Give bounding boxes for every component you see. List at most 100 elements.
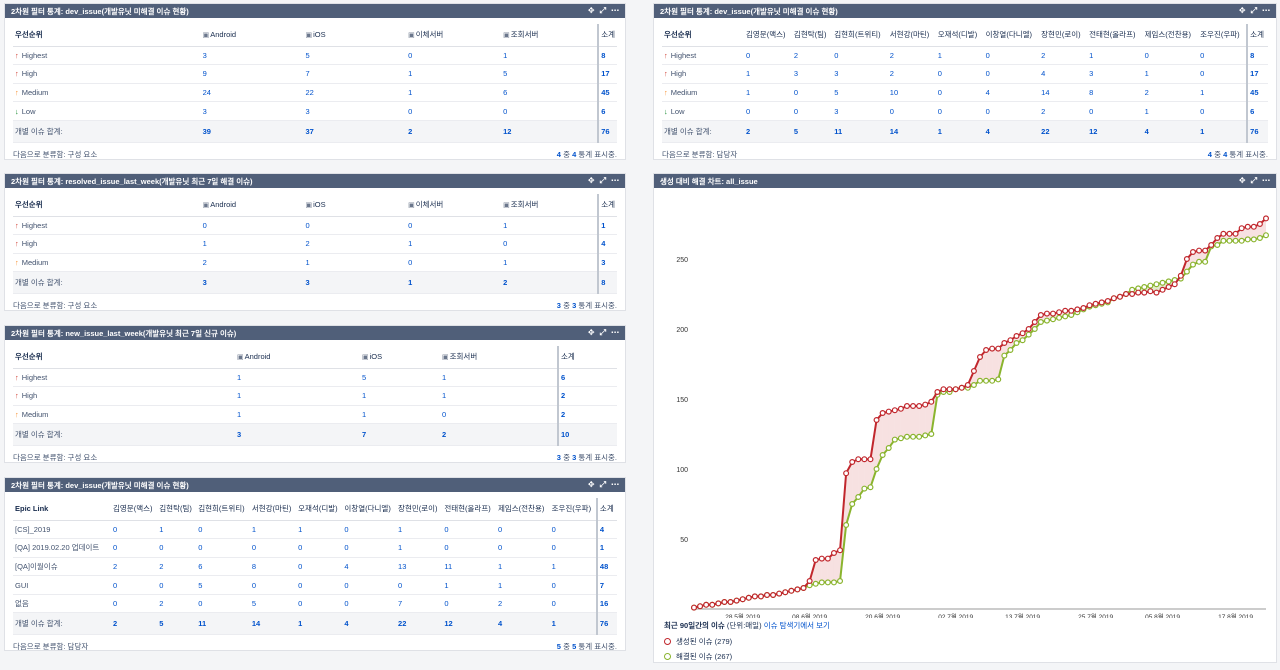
cell-count[interactable]: 2 [200,253,304,273]
column-total[interactable]: 2 [406,120,502,143]
cell-count[interactable]: 0 [342,520,397,540]
cell-count[interactable]: 1 [1198,83,1248,103]
cell-count[interactable]: 0 [549,538,597,558]
cell-count[interactable]: 0 [249,575,297,595]
cell-count[interactable]: 0 [196,538,250,558]
column-header[interactable]: 이창열(다니엘) [983,24,1040,47]
cell-count[interactable]: 3 [791,64,833,84]
cell-count[interactable]: 2 [1039,101,1088,121]
cell-count[interactable]: 0 [303,216,407,236]
grand-total[interactable]: 76 [597,120,617,143]
column-total[interactable]: 14 [887,120,936,143]
column-header[interactable]: 김영문(맥스) [111,498,158,521]
row-subtotal[interactable]: 48 [595,557,617,577]
grand-total[interactable]: 76 [595,612,617,636]
cell-count[interactable]: 0 [111,520,158,540]
cell-count[interactable]: 0 [196,594,250,614]
column-header[interactable]: 제임스(전찬용) [1142,24,1199,47]
column-total[interactable]: 12 [442,612,496,636]
grand-total[interactable]: 76 [1246,120,1268,143]
cell-count[interactable]: 1 [235,405,360,425]
cell-count[interactable]: 0 [440,405,558,425]
cell-count[interactable]: 2 [887,64,936,84]
column-header[interactable]: 김영문(맥스) [744,24,792,47]
cell-count[interactable]: 6 [196,557,250,577]
column-header[interactable]: 오재석(디발) [935,24,984,47]
cell-count[interactable]: 1 [235,386,360,406]
column-total[interactable]: 2 [111,612,158,636]
row-subtotal[interactable]: 16 [595,594,617,614]
cell-count[interactable]: 0 [791,83,833,103]
cell-count[interactable]: 5 [360,368,440,388]
cell-count[interactable]: 0 [983,46,1040,66]
cell-count[interactable]: 1 [1087,46,1143,66]
column-header[interactable]: ▣조회서버 [440,346,558,369]
cell-count[interactable]: 0 [549,575,597,595]
cell-count[interactable]: 5 [303,46,407,66]
gadget-header[interactable]: 생성 대비 해결 차트: all_issue ✥ ⤢ ⋯ [654,174,1276,188]
cell-count[interactable]: 1 [744,83,792,103]
cell-count[interactable]: 1 [440,386,558,406]
column-header[interactable]: ▣iOS [303,24,407,47]
cell-count[interactable]: 1 [296,520,343,540]
gadget-header[interactable]: 2차원 필터 통계: dev_issue(개발유닛 미해결 이슈 현황) ✥ ⤢ ⋯ [5,4,625,18]
row-subtotal[interactable]: 2 [557,405,617,425]
row-subtotal[interactable]: 7 [595,575,617,595]
cell-count[interactable]: 0 [342,594,397,614]
column-header[interactable]: ▣iOS [303,194,407,217]
maximize-icon[interactable]: ⤢ [599,480,606,489]
cell-count[interactable]: 0 [157,575,197,595]
grand-total[interactable]: 10 [557,423,617,447]
column-header[interactable]: ▣Android [200,24,304,47]
column-total[interactable]: 1 [1198,120,1248,143]
cell-count[interactable]: 10 [887,83,936,103]
cell-count[interactable]: 0 [983,101,1040,121]
more-icon[interactable]: ⋯ [1262,6,1270,15]
cell-count[interactable]: 2 [157,594,197,614]
cell-count[interactable]: 1 [501,216,599,236]
cell-count[interactable]: 24 [200,83,304,103]
column-total[interactable]: 7 [360,423,440,447]
column-total[interactable]: 14 [249,612,297,636]
cell-count[interactable]: 6 [501,83,599,103]
cell-count[interactable]: 0 [887,101,936,121]
cell-count[interactable]: 0 [983,64,1040,84]
cell-count[interactable]: 0 [296,575,343,595]
cell-count[interactable]: 0 [111,538,158,558]
column-header[interactable]: 김현탁(팀) [791,24,833,47]
row-subtotal[interactable]: 3 [597,253,617,273]
cell-count[interactable]: 0 [935,64,984,84]
cell-count[interactable]: 5 [832,83,888,103]
row-subtotal[interactable]: 6 [597,101,617,121]
cell-count[interactable]: 0 [396,575,443,595]
row-label[interactable]: [QA] 2019.02.20 업데이트 [13,538,111,558]
cell-count[interactable]: 2 [303,234,407,254]
cell-count[interactable]: 1 [495,575,550,595]
cell-count[interactable]: 1 [249,520,297,540]
maximize-icon[interactable]: ⤢ [599,176,606,185]
cell-count[interactable]: 1 [744,64,792,84]
cell-count[interactable]: 1 [1142,101,1199,121]
column-total[interactable]: 4 [495,612,550,636]
cell-count[interactable]: 1 [440,368,558,388]
cell-count[interactable]: 2 [495,594,550,614]
column-total[interactable]: 1 [296,612,343,636]
cell-count[interactable]: 3 [200,101,304,121]
cell-count[interactable]: 0 [744,101,792,121]
column-total[interactable]: 2 [440,423,558,447]
cell-count[interactable]: 22 [303,83,407,103]
column-header[interactable]: 전태현(올라프) [1087,24,1143,47]
cell-count[interactable]: 0 [549,520,597,540]
cell-count[interactable]: 0 [342,538,397,558]
cell-count[interactable]: 1 [1142,64,1199,84]
column-header[interactable]: 전태현(올라프) [442,498,496,521]
gadget-header[interactable]: 2차원 필터 통계: dev_issue(개발유닛 미해결 이슈 현황) ✥ ⤢ ⋯ [654,4,1276,18]
cell-count[interactable]: 0 [406,216,502,236]
cell-count[interactable]: 1 [360,405,440,425]
cell-count[interactable]: 0 [406,101,502,121]
cell-count[interactable]: 0 [549,594,597,614]
cell-count[interactable]: 0 [1198,101,1248,121]
cell-count[interactable]: 4 [342,557,397,577]
column-total[interactable]: 22 [396,612,443,636]
row-label[interactable]: GUI [13,575,111,595]
